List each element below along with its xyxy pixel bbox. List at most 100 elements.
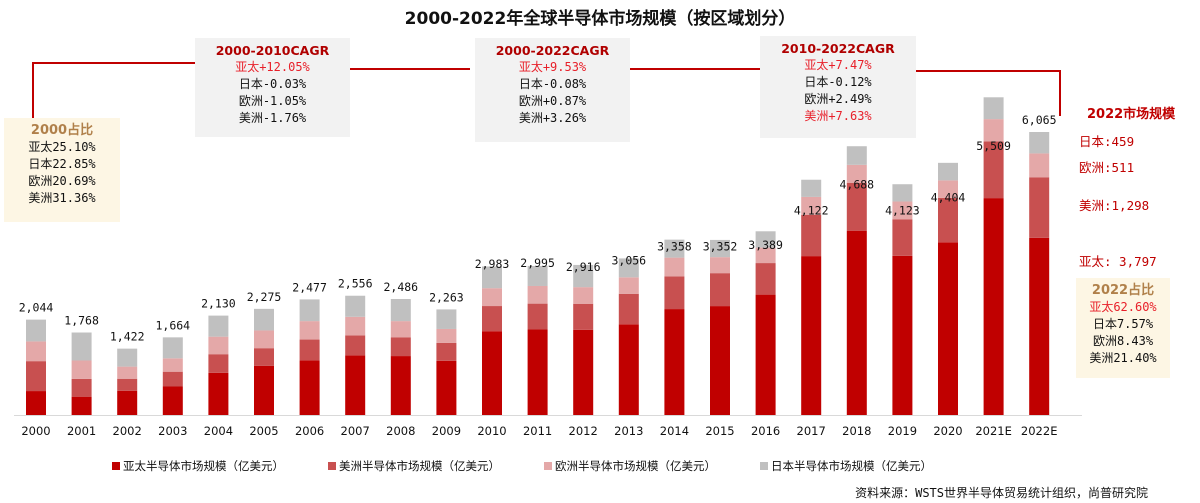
bar-segment-asia-pacific-2006 (299, 360, 320, 415)
share-header: 2000占比 (30, 123, 94, 138)
bar-segment-asia-pacific-2004 (208, 372, 229, 415)
connector-line (32, 62, 195, 64)
share-header: 2022占比 (1091, 283, 1155, 298)
bar-segment-europe-2006 (299, 321, 320, 340)
legend-label: 美洲半导体市场规模（亿美元） (339, 459, 500, 473)
bar-segment-americas-2021E (983, 141, 1004, 199)
x-tick-label: 2001 (67, 424, 96, 438)
bar-segment-japan-2002 (117, 348, 138, 367)
bar-segment-japan-2005 (254, 308, 274, 331)
bar-segment-japan-2006 (299, 299, 320, 322)
legend-swatch (544, 462, 552, 470)
bar-segment-americas-2001 (71, 378, 92, 397)
bar-segment-americas-2016 (755, 263, 776, 295)
x-tick-label: 2006 (295, 424, 324, 438)
cagr-header: 2000-2010CAGR (215, 43, 330, 58)
cagr-line: 美洲-1.76% (238, 111, 307, 125)
bar-segment-europe-2005 (254, 330, 274, 349)
bar-segment-europe-2017 (801, 196, 822, 215)
bar-segment-japan-2011 (527, 265, 548, 286)
bar-segment-europe-2018 (846, 164, 867, 183)
x-tick-label: 2008 (386, 424, 415, 438)
bar-segment-asia-pacific-2017 (801, 256, 822, 415)
bar-segment-europe-2000 (26, 341, 46, 362)
bar-segment-asia-pacific-2015 (710, 306, 730, 415)
share-box-2000: 2000占比 亚太25.10% 日本22.85% 欧洲20.69% 美洲31.3… (4, 118, 120, 222)
cagr-header: 2000-2022CAGR (495, 43, 610, 58)
bar-segment-americas-2015 (710, 273, 730, 307)
x-tick-label: 2017 (797, 424, 826, 438)
bar-segment-asia-pacific-2022E (1029, 237, 1050, 415)
bar-segment-japan-2016 (755, 231, 776, 248)
legend-item: 美洲半导体市场规模（亿美元） (328, 458, 500, 474)
bar-segment-asia-pacific-2005 (254, 365, 274, 415)
total-label: 6,065 (1022, 113, 1057, 127)
legend-swatch (760, 462, 768, 470)
legend-item: 日本半导体市场规模（亿美元） (760, 458, 932, 474)
cagr-line: 美洲+7.63% (804, 109, 872, 123)
x-tick-label: 2000 (21, 424, 50, 438)
bar-segment-europe-2013 (618, 277, 639, 294)
share-line: 美洲31.36% (28, 191, 96, 205)
cagr-line: 亚太+9.53% (518, 60, 587, 74)
bar-segment-europe-2004 (208, 336, 229, 355)
x-tick-label: 2011 (523, 424, 552, 438)
total-label: 2,130 (201, 297, 236, 311)
bar-segment-japan-2007 (345, 295, 366, 317)
bar-segment-europe-2002 (117, 366, 138, 379)
cagr-header: 2010-2022CAGR (781, 41, 895, 56)
bar-segment-japan-2012 (573, 264, 594, 288)
bar-segment-japan-2010 (482, 266, 502, 289)
bar-segment-asia-pacific-2009 (436, 360, 457, 415)
bar-segment-americas-2008 (390, 337, 411, 357)
bar-segment-asia-pacific-2019 (892, 255, 913, 415)
bar-segment-japan-2004 (208, 315, 229, 337)
total-label: 1,422 (110, 330, 145, 344)
legend-label: 亚太半导体市场规模（亿美元） (123, 459, 284, 473)
total-label: 4,688 (839, 177, 874, 191)
bar-segment-americas-2012 (573, 303, 594, 330)
bar-segment-americas-2003 (162, 371, 183, 387)
x-tick-label: 2004 (204, 424, 233, 438)
x-tick-label: 2009 (432, 424, 461, 438)
connector-line (630, 68, 760, 70)
bar-segment-asia-pacific-2008 (390, 356, 411, 415)
bar-segment-japan-2022E (1029, 132, 1050, 154)
cagr-line: 日本-0.12% (804, 75, 872, 89)
bar-segment-asia-pacific-2014 (664, 309, 685, 415)
bar-segment-japan-2019 (892, 184, 913, 202)
cagr-line: 亚太+12.05% (235, 60, 310, 74)
bar-segment-europe-2003 (162, 358, 183, 372)
cagr-line: 欧洲+2.49% (804, 92, 872, 106)
x-tick-label: 2005 (249, 424, 278, 438)
bar-segment-europe-2016 (755, 247, 776, 264)
legend-item: 亚太半导体市场规模（亿美元） (112, 458, 284, 474)
total-label: 2,556 (338, 277, 373, 291)
total-label: 1,664 (155, 318, 190, 332)
x-tick-label: 2019 (888, 424, 917, 438)
bar-segment-japan-2020 (938, 162, 958, 181)
legend-swatch (328, 462, 336, 470)
x-tick-label: 2002 (113, 424, 142, 438)
bar-segment-japan-2008 (390, 299, 411, 322)
total-label: 2,263 (429, 290, 464, 304)
total-label: 3,358 (657, 239, 692, 253)
bar-segment-americas-2006 (299, 339, 320, 361)
bar-segment-japan-2017 (801, 179, 822, 197)
bar-segment-asia-pacific-2011 (527, 329, 548, 415)
bar-segment-japan-2021E (983, 97, 1004, 120)
market-2022-japan: 日本:459 (1079, 134, 1135, 149)
share-line: 亚太62.60% (1089, 300, 1157, 314)
total-label: 2,983 (475, 257, 510, 271)
x-tick-label: 2010 (477, 424, 506, 438)
connector-line (350, 68, 470, 70)
chart-legend: 亚太半导体市场规模（亿美元） 美洲半导体市场规模（亿美元） 欧洲半导体市场规模（… (112, 458, 932, 474)
bar-segment-americas-2014 (664, 276, 685, 310)
x-tick-label: 2022E (1021, 424, 1058, 438)
bar-segment-asia-pacific-2007 (345, 355, 366, 415)
bar-segment-asia-pacific-2010 (482, 331, 502, 415)
share-line: 欧洲8.43% (1092, 334, 1154, 348)
x-tick-label: 2018 (842, 424, 871, 438)
share-line: 日本22.85% (28, 157, 96, 171)
total-label: 4,123 (885, 204, 920, 218)
